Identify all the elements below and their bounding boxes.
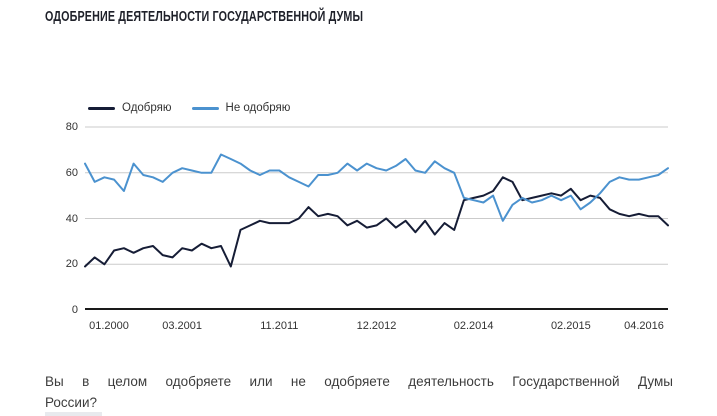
legend-item-approve[interactable]: Одобряю [88, 102, 172, 114]
chart-legend: Одобряю Не одобряю [88, 102, 290, 114]
legend-line-swatch-disapprove [191, 106, 219, 110]
plot-area[interactable] [84, 126, 669, 310]
survey-question-line-1: Вы в целом одобряете или не одобряете де… [45, 373, 673, 389]
survey-question: Вы в целом одобряете или не одобряете де… [45, 371, 673, 414]
legend-label-approve: Одобряю [122, 102, 172, 114]
x-axis-label-02.2014: 02.2014 [453, 320, 494, 332]
x-axis-label-12.2012: 12.2012 [356, 320, 397, 332]
page-bottom-remnant [45, 412, 102, 416]
legend-label-disapprove: Не одобряю [225, 102, 291, 114]
y-axis-label-40: 40 [65, 212, 78, 225]
y-axis-label-20: 20 [65, 258, 78, 271]
series-line-disapprove[interactable] [84, 153, 669, 222]
x-axis-label-04.2016: 04.2016 [624, 320, 664, 332]
y-axis-label-80: 80 [65, 121, 78, 133]
y-axis-label-0: 0 [71, 304, 78, 316]
legend-item-disapprove[interactable]: Не одобряю [191, 102, 291, 114]
x-axis-label-11.2011: 11.2011 [260, 320, 299, 332]
series-line-approve[interactable] [84, 176, 669, 268]
legend-line-swatch-approve [88, 106, 115, 110]
x-axis-label-02.2015: 02.2015 [550, 320, 591, 332]
x-axis-label-03.2001: 03.2001 [162, 320, 203, 332]
page-title: ОДОБРЕНИЕ ДЕЯТЕЛЬНОСТИ ГОСУДАРСТВЕННОЙ Д… [45, 9, 364, 25]
y-axis-label-60: 60 [65, 166, 78, 179]
survey-question-line-2: России? [45, 395, 98, 410]
x-axis-label-01.2000: 01.2000 [89, 320, 129, 332]
